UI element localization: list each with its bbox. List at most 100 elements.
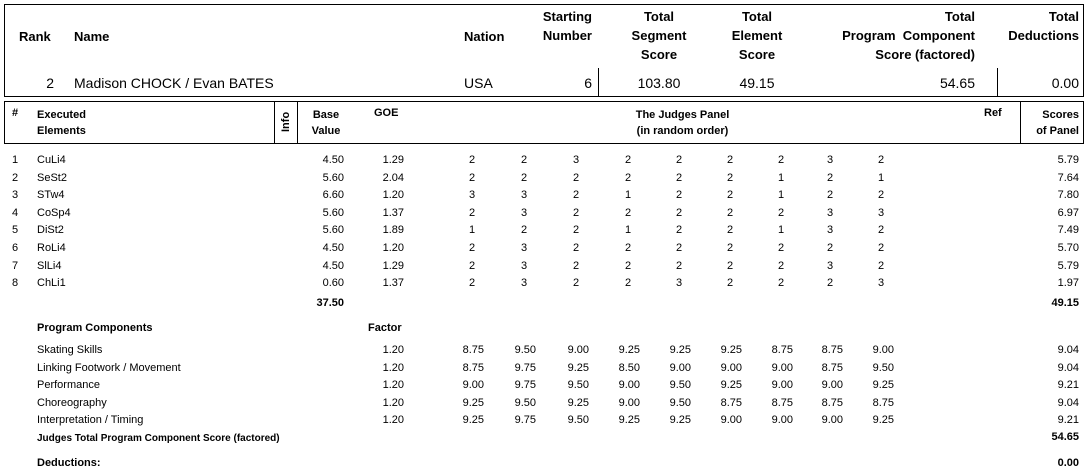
judge-mark: 2 [675, 259, 683, 272]
component-judge-mark: 9.50 [669, 396, 691, 409]
judge-mark: 1 [877, 171, 885, 184]
judge-mark: 2 [777, 277, 785, 290]
judge-mark: 2 [777, 259, 785, 272]
component-judge-mark: 9.25 [720, 379, 742, 392]
judge-mark: 2 [726, 242, 734, 254]
component-judge-mark: 8.75 [821, 361, 843, 374]
header-rank: Rank [19, 29, 51, 44]
element-num: 5 [12, 224, 19, 237]
component-judge-mark: 9.00 [771, 414, 793, 427]
rank-value: 2 [46, 75, 54, 91]
element-goe: 1.20 [382, 189, 404, 202]
col-info: Info [280, 111, 292, 132]
component-judge-mark: 8.75 [720, 396, 742, 409]
component-judge-mark: 9.00 [720, 414, 742, 427]
judge-mark: 2 [726, 189, 734, 202]
component-judge-mark: 9.00 [669, 361, 691, 374]
judge-mark: 2 [726, 206, 734, 219]
judge-mark: 2 [520, 154, 528, 166]
element-base-value: 6.60 [322, 189, 344, 202]
element-base-value: 0.60 [322, 277, 344, 290]
judge-mark: 1 [624, 189, 632, 202]
summary-divider-left [598, 68, 599, 97]
component-judge-mark: 9.00 [720, 361, 742, 374]
component-judge-mark: 9.25 [872, 414, 894, 427]
judge-mark: 3 [877, 277, 885, 290]
component-judge-mark: 9.50 [514, 344, 536, 356]
component-judge-mark: 8.75 [821, 344, 843, 356]
judge-mark: 2 [675, 189, 683, 202]
judge-mark: 2 [826, 171, 834, 184]
component-judge-mark: 9.25 [567, 361, 589, 374]
component-factor: 1.20 [382, 414, 404, 427]
component-name: Linking Footwork / Movement [37, 361, 181, 374]
component-judge-mark: 9.75 [514, 414, 536, 427]
element-base-value: 5.60 [322, 206, 344, 219]
component-judge-mark: 9.25 [462, 414, 484, 427]
judge-mark: 2 [624, 154, 632, 166]
component-judge-mark: 8.75 [872, 396, 894, 409]
col-scores-of-panel: Scores of Panel [1036, 109, 1079, 137]
element-name: ChLi1 [37, 277, 66, 290]
judge-mark: 2 [826, 189, 834, 202]
element-name: RoLi4 [37, 242, 66, 254]
judge-mark: 3 [572, 154, 580, 166]
element-num: 7 [12, 259, 19, 272]
judge-mark: 2 [624, 277, 632, 290]
col-ref: Ref [984, 107, 1002, 119]
header-starting-number: Starting Number [542, 9, 592, 43]
element-name: STw4 [37, 189, 65, 202]
starting-number-value: 6 [584, 75, 592, 91]
element-base-value: 4.50 [322, 154, 344, 166]
component-name: Interpretation / Timing [37, 414, 144, 427]
component-judge-mark: 9.25 [669, 414, 691, 427]
judge-mark: 2 [777, 154, 785, 166]
judge-mark: 3 [520, 189, 528, 202]
element-score: 6.97 [1057, 206, 1079, 219]
judge-mark: 2 [726, 154, 734, 166]
component-judge-mark: 9.25 [669, 344, 691, 356]
element-name: DiSt2 [37, 224, 64, 237]
component-judge-mark: 8.75 [771, 344, 793, 356]
component-score: 9.04 [1057, 344, 1079, 356]
judge-mark: 2 [572, 224, 580, 237]
summary-table [4, 4, 1084, 97]
judge-mark: 3 [826, 206, 834, 219]
element-num: 3 [12, 189, 19, 202]
component-judge-mark: 9.00 [462, 379, 484, 392]
judge-mark: 3 [877, 206, 885, 219]
judge-mark: 3 [826, 224, 834, 237]
factor-header: Factor [368, 322, 402, 334]
header-segment-score: Total Segment Score [631, 9, 687, 62]
element-goe: 1.29 [382, 154, 404, 166]
info-divider-left [274, 101, 275, 144]
judge-mark: 2 [572, 189, 580, 202]
component-name: Choreography [37, 396, 107, 409]
element-base-value: 5.60 [322, 171, 344, 184]
judge-mark: 2 [468, 259, 476, 272]
judge-mark: 2 [826, 242, 834, 254]
component-name: Skating Skills [37, 344, 103, 356]
component-judge-mark: 8.75 [771, 396, 793, 409]
judge-mark: 2 [877, 224, 885, 237]
element-num: 2 [12, 171, 19, 184]
judge-mark: 2 [675, 242, 683, 254]
element-goe: 1.29 [382, 259, 404, 272]
component-factor: 1.20 [382, 361, 404, 374]
judge-mark: 2 [624, 206, 632, 219]
component-factor: 1.20 [382, 396, 404, 409]
skater-name: Madison CHOCK / Evan BATES [74, 75, 274, 91]
component-score: 9.04 [1057, 396, 1079, 409]
judge-mark: 1 [468, 224, 476, 237]
judge-mark: 2 [675, 206, 683, 219]
judge-mark: 2 [468, 277, 476, 290]
component-judge-mark: 9.25 [462, 396, 484, 409]
component-judge-mark: 9.00 [821, 379, 843, 392]
judge-mark: 2 [624, 259, 632, 272]
judge-mark: 2 [877, 242, 885, 254]
judge-mark: 2 [726, 171, 734, 184]
judge-mark: 2 [777, 206, 785, 219]
element-score: 7.49 [1057, 224, 1079, 237]
judge-mark: 2 [468, 242, 476, 254]
judge-mark: 2 [468, 206, 476, 219]
